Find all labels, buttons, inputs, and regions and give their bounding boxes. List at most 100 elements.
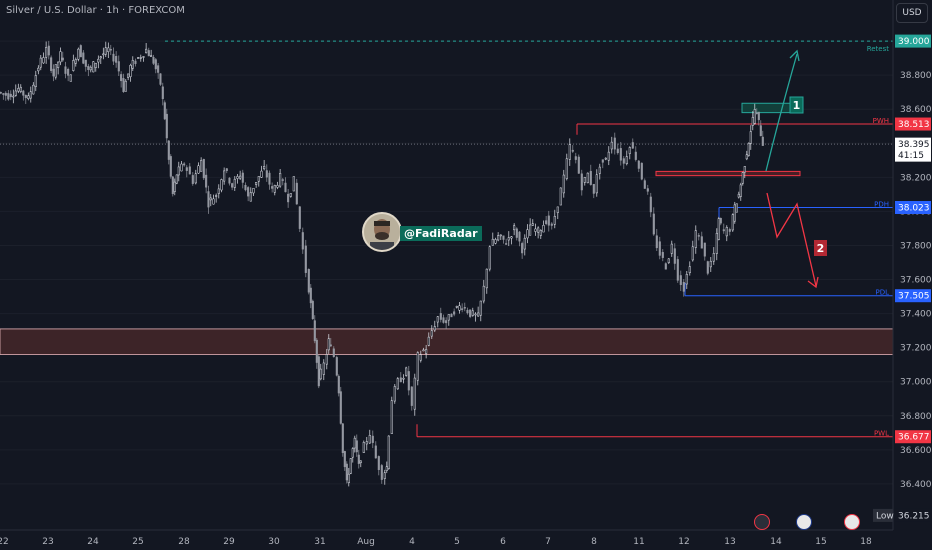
candle-body [439, 313, 442, 320]
candle-body [679, 275, 682, 285]
candle-body [207, 191, 210, 208]
candle-body [244, 184, 247, 191]
candle-body [556, 206, 559, 213]
candle-body [759, 125, 762, 137]
candle-body [109, 48, 112, 51]
candle-body [247, 187, 250, 197]
candle-body [180, 163, 183, 172]
candle-body [494, 239, 497, 244]
candle-body [637, 160, 640, 169]
candle-body [355, 440, 358, 453]
candle-body [613, 137, 616, 150]
candle-body [175, 174, 178, 184]
currency-button[interactable]: USD [896, 3, 928, 23]
candle-body [137, 57, 140, 59]
low-label: Low [876, 511, 894, 521]
candle-body [722, 229, 725, 232]
candle-body [553, 216, 556, 225]
candle-body [610, 141, 613, 150]
candle-body [521, 243, 524, 254]
level-label: PDL [875, 289, 889, 297]
candle-body [177, 166, 180, 176]
bearish-arrowhead [807, 276, 819, 289]
candle-body [117, 61, 120, 72]
candle-body [385, 466, 388, 471]
candle-body [634, 151, 637, 160]
candle-body [298, 206, 301, 229]
price-tag-value: 37.505 [898, 292, 930, 302]
time-tick-label: 11 [633, 537, 644, 547]
candles [0, 40, 764, 487]
candle-body [339, 391, 342, 424]
candle-body [313, 320, 316, 342]
candle-body [122, 78, 125, 92]
candle-body [542, 225, 545, 233]
candle-body [649, 196, 652, 213]
candle-body [257, 176, 260, 182]
red-zone [655, 170, 801, 177]
candle-body [279, 173, 282, 187]
time-tick-label: 24 [87, 537, 99, 547]
us-flag-icon[interactable] [796, 514, 812, 530]
candle-body [271, 186, 274, 189]
candle-body [619, 148, 622, 161]
candle-body [89, 66, 92, 71]
candle-body [601, 159, 604, 163]
candle-body [327, 338, 330, 351]
candle-body [337, 375, 340, 394]
annotation-1: 1 [793, 99, 801, 112]
price-tag-value: 38.023 [898, 203, 930, 213]
candle-body [737, 193, 740, 198]
annotation-2-box [814, 240, 827, 256]
candle-body [479, 300, 482, 316]
annotation-1-box [789, 96, 804, 114]
candle-body [419, 354, 422, 361]
candle-body [167, 140, 170, 160]
time-axis[interactable]: 22 23 24 25 28 29 30 31 Aug 4 5 6 7 8 11 12 13 14 15 18 [0, 529, 893, 547]
candle-body [127, 73, 130, 78]
candle-body [715, 233, 718, 254]
candle-body [523, 237, 526, 250]
price-tag-countdown: 41:15 [898, 151, 924, 161]
candle-body [94, 62, 97, 68]
candle-body [284, 182, 287, 193]
candle-body [592, 183, 595, 194]
candle-body [526, 229, 529, 239]
candle-body [154, 59, 157, 70]
candle-body [61, 57, 64, 61]
candle-body [442, 317, 445, 323]
candle-body [12, 95, 15, 98]
candle-body [2, 93, 5, 95]
support-zone [0, 328, 894, 355]
candle-body [458, 305, 461, 311]
candle-body [329, 344, 332, 347]
candle-body [29, 91, 32, 99]
candle-body [559, 187, 562, 206]
candle-body [82, 52, 85, 64]
price-tag-value: 36.215 [898, 511, 930, 521]
price-axis[interactable]: 39.00038.80038.60038.40038.20038.00037.8… [892, 0, 932, 550]
candle-body [565, 158, 568, 179]
candle-body [658, 241, 661, 256]
candle-body [433, 326, 436, 331]
candle-body [173, 181, 176, 192]
candle-body [197, 165, 200, 174]
candle-body [510, 236, 513, 239]
candle-body [236, 176, 239, 179]
projection-arrows: 12 [765, 49, 827, 289]
candle-body [347, 473, 350, 484]
candle-body [499, 234, 502, 237]
symbol-title[interactable]: Silver / U.S. Dollar · 1h · FOREXCOM [6, 5, 185, 16]
candle-body [682, 281, 685, 292]
price-tick-label: 37.400 [900, 310, 932, 320]
candle-body [628, 147, 631, 154]
candle-body [301, 232, 304, 250]
candle-body [24, 94, 27, 98]
candle-body [200, 160, 203, 172]
candle-body [304, 245, 307, 273]
candle-body [19, 86, 22, 92]
us-calendar-icon[interactable] [844, 514, 860, 530]
lightning-icon[interactable] [754, 514, 770, 530]
